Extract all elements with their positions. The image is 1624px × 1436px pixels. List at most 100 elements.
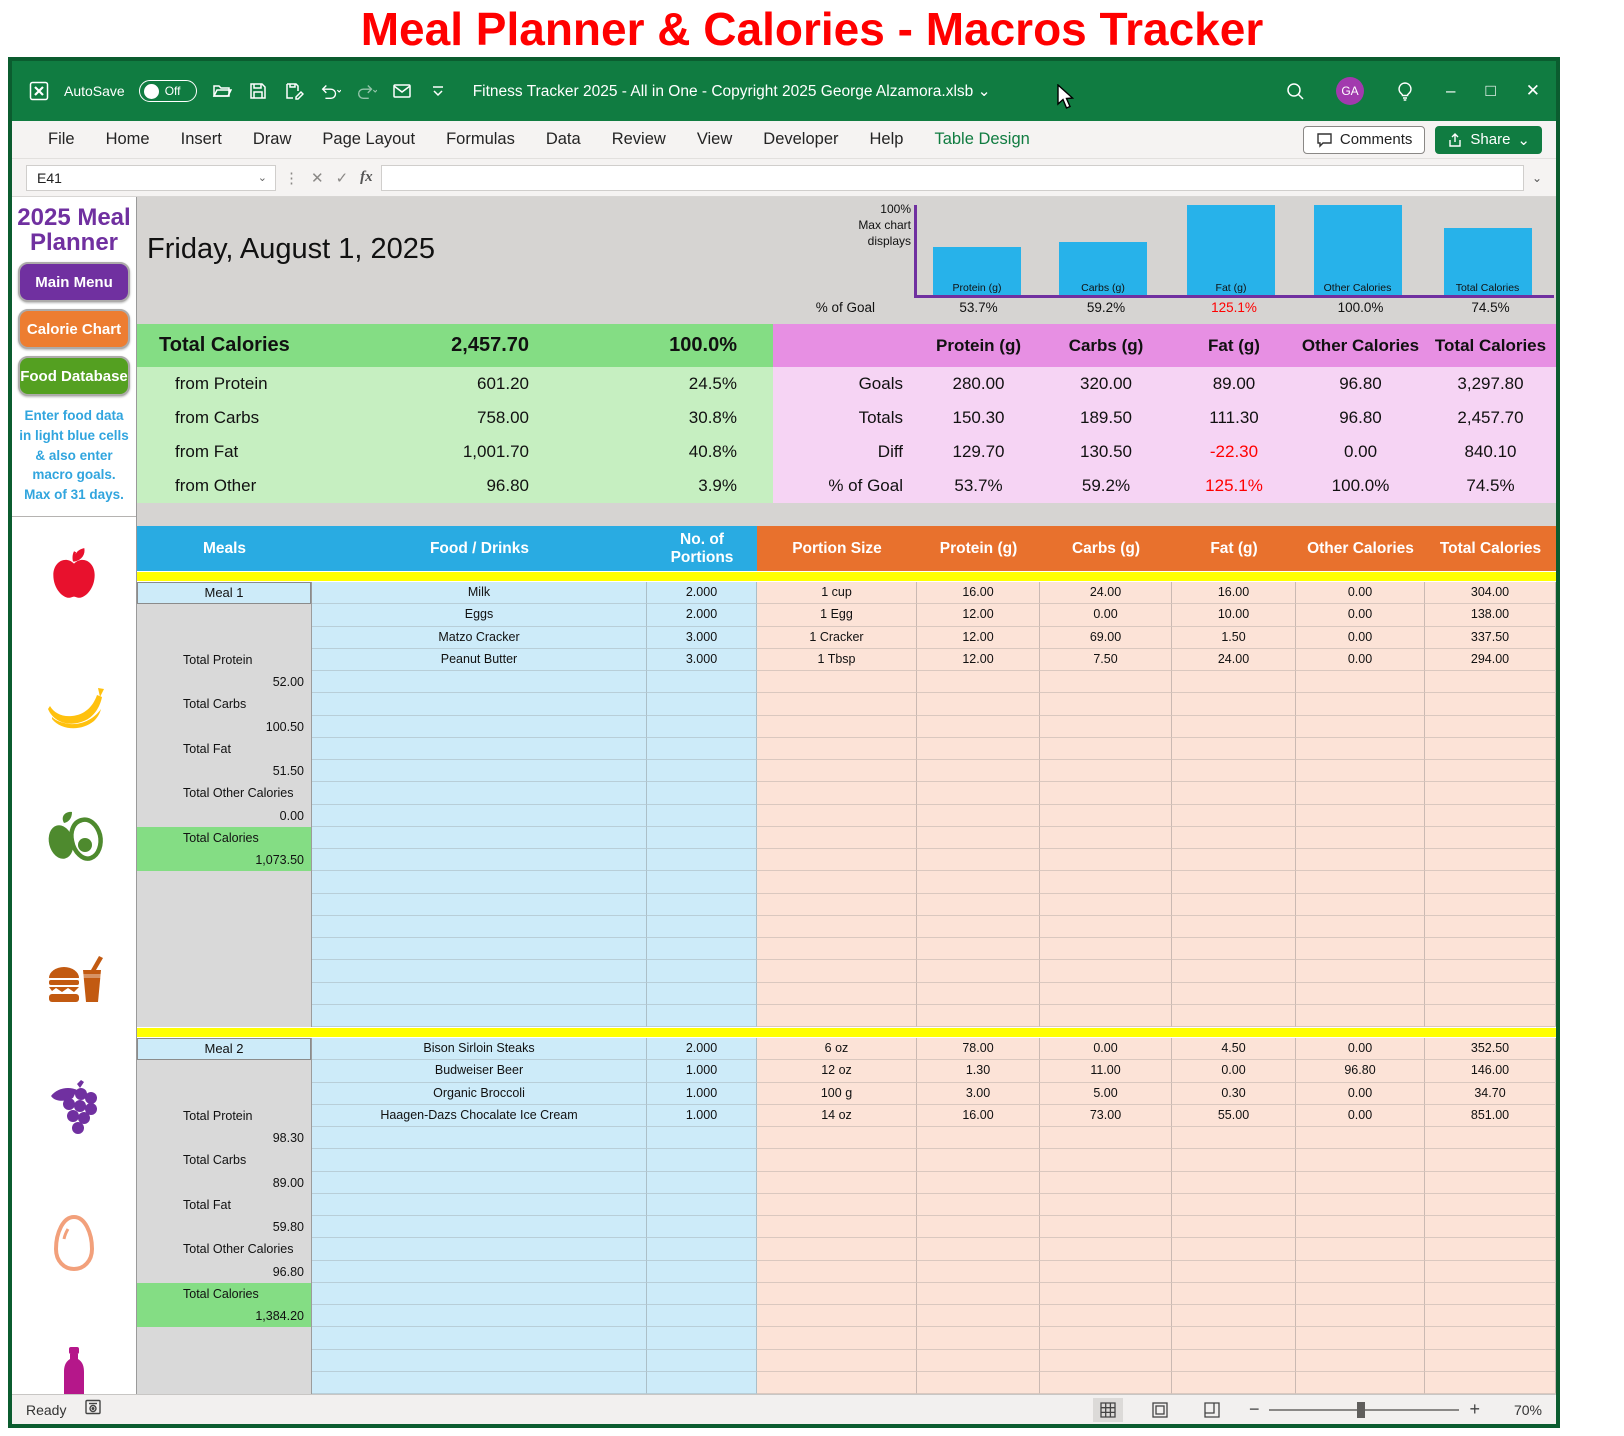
cell-portions[interactable] (647, 804, 757, 827)
cell-other[interactable] (1296, 1349, 1425, 1372)
cell-other[interactable]: 0.00 (1296, 1038, 1425, 1061)
cell-carbs[interactable] (1040, 1127, 1172, 1150)
cell-other[interactable] (1296, 715, 1425, 738)
cell-portions[interactable] (647, 960, 757, 983)
tab-insert[interactable]: Insert (180, 130, 222, 148)
cell-fat[interactable] (1172, 804, 1296, 827)
cell-food[interactable] (312, 804, 647, 827)
cell-protein[interactable] (917, 1149, 1040, 1172)
cell-fat[interactable] (1172, 737, 1296, 760)
cell-protein[interactable]: 3.00 (917, 1082, 1040, 1105)
cell-size[interactable] (757, 826, 917, 849)
cell-fat[interactable] (1172, 938, 1296, 961)
cell-other[interactable] (1296, 1260, 1425, 1283)
cell-size[interactable] (757, 737, 917, 760)
cell-portions[interactable] (647, 760, 757, 783)
confirm-entry-icon[interactable]: ✓ (335, 169, 349, 187)
cell-other[interactable]: 0.00 (1296, 648, 1425, 671)
cell-portions[interactable]: 2.000 (647, 1038, 757, 1061)
cell-other[interactable] (1296, 1371, 1425, 1394)
cell-food[interactable] (312, 938, 647, 961)
cell-fat[interactable] (1172, 1349, 1296, 1372)
cell-carbs[interactable] (1040, 804, 1172, 827)
cell-size[interactable] (757, 1216, 917, 1239)
cell-carbs[interactable] (1040, 737, 1172, 760)
cell-carbs[interactable] (1040, 893, 1172, 916)
cell-food[interactable] (312, 1004, 647, 1027)
cell-protein[interactable] (917, 982, 1040, 1005)
cell-protein[interactable] (917, 1238, 1040, 1261)
cell-protein[interactable] (917, 782, 1040, 805)
cell-protein[interactable] (917, 671, 1040, 694)
meal-total-calories-cell[interactable]: Total Calories 1,073.50 (137, 826, 311, 872)
cell-carbs[interactable] (1040, 693, 1172, 716)
cell-size[interactable] (757, 1004, 917, 1027)
cell-size[interactable] (757, 760, 917, 783)
cell-size[interactable] (757, 671, 917, 694)
cell-fat[interactable] (1172, 893, 1296, 916)
cell-carbs[interactable] (1040, 915, 1172, 938)
cell-other[interactable] (1296, 849, 1425, 872)
cell-total[interactable] (1425, 982, 1556, 1005)
cell-food[interactable] (312, 671, 647, 694)
cell-portions[interactable]: 3.000 (647, 648, 757, 671)
cell-fat[interactable] (1172, 1193, 1296, 1216)
cell-food[interactable] (312, 915, 647, 938)
formula-input[interactable] (380, 164, 1524, 191)
cell-total[interactable] (1425, 938, 1556, 961)
cell-total[interactable] (1425, 871, 1556, 894)
namebox-chevron-icon[interactable]: ⌄ (257, 172, 267, 184)
tab-page-layout[interactable]: Page Layout (322, 130, 416, 148)
cell-protein[interactable] (917, 1371, 1040, 1394)
cell-food[interactable] (312, 1327, 647, 1350)
cell-size[interactable] (757, 1238, 917, 1261)
cell-fat[interactable] (1172, 1305, 1296, 1328)
formula-bar-expand-icon[interactable]: ⌄ (1531, 170, 1542, 185)
cell-other[interactable] (1296, 982, 1425, 1005)
tab-file[interactable]: File (48, 130, 75, 148)
meal-total-value[interactable]: 100.50 (265, 719, 304, 734)
cell-total[interactable] (1425, 1327, 1556, 1350)
cell-portions[interactable] (647, 693, 757, 716)
cell-size[interactable] (757, 871, 917, 894)
cell-fat[interactable] (1172, 871, 1296, 894)
cell-portions[interactable]: 1.000 (647, 1104, 757, 1127)
cell-fat[interactable]: 0.00 (1172, 1060, 1296, 1083)
cell-food[interactable] (312, 1260, 647, 1283)
cell-other[interactable] (1296, 804, 1425, 827)
cell-protein[interactable] (917, 1260, 1040, 1283)
cell-protein[interactable] (917, 1127, 1040, 1150)
cell-protein[interactable] (917, 849, 1040, 872)
main-menu-button[interactable]: Main Menu (18, 262, 130, 303)
zoom-in-button[interactable]: + (1469, 1399, 1480, 1419)
cell-size[interactable] (757, 715, 917, 738)
cell-protein[interactable] (917, 960, 1040, 983)
cell-fat[interactable] (1172, 1327, 1296, 1350)
calorie-chart-button[interactable]: Calorie Chart (18, 309, 130, 350)
cell-carbs[interactable]: 0.00 (1040, 604, 1172, 627)
cell-size[interactable] (757, 982, 917, 1005)
cell-size[interactable] (757, 1305, 917, 1328)
cell-food[interactable]: Bison Sirloin Steaks (312, 1038, 647, 1061)
cell-fat[interactable] (1172, 1149, 1296, 1172)
cell-protein[interactable] (917, 893, 1040, 916)
food-database-button[interactable]: Food Database (18, 356, 130, 397)
cell-total[interactable]: 34.70 (1425, 1082, 1556, 1105)
meal-name-cell[interactable]: Meal 1 (137, 582, 311, 605)
cell-other[interactable] (1296, 1171, 1425, 1194)
cell-carbs[interactable] (1040, 1282, 1172, 1305)
macro-record-icon[interactable] (84, 1398, 102, 1421)
cell-size[interactable] (757, 893, 917, 916)
cell-portions[interactable] (647, 1305, 757, 1328)
cell-food[interactable] (312, 849, 647, 872)
cell-food[interactable] (312, 1127, 647, 1150)
cell-size[interactable]: 1 cup (757, 582, 917, 605)
file-title[interactable]: Fitness Tracker 2025 - All in One - Copy… (472, 82, 991, 100)
cell-food[interactable] (312, 760, 647, 783)
cell-size[interactable] (757, 804, 917, 827)
cell-protein[interactable] (917, 737, 1040, 760)
cell-fat[interactable] (1172, 915, 1296, 938)
cell-other[interactable] (1296, 960, 1425, 983)
cell-portions[interactable]: 1.000 (647, 1082, 757, 1105)
cell-other[interactable] (1296, 782, 1425, 805)
